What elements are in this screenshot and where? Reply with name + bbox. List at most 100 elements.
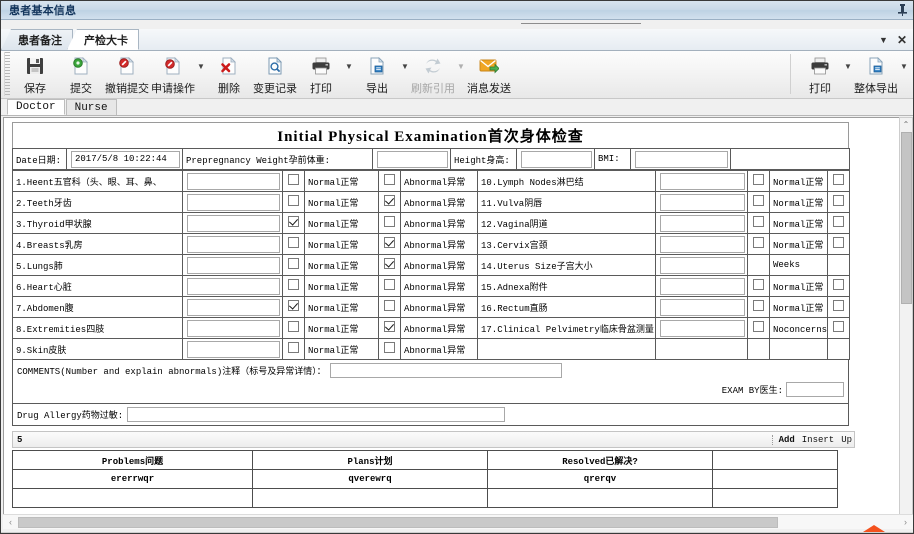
abnormal-checkbox-cell[interactable] (378, 317, 401, 339)
pin-icon[interactable] (895, 3, 909, 17)
column-header-extra[interactable] (712, 450, 838, 470)
exam-item-value-cell[interactable] (182, 170, 283, 192)
toolbar-dropdown-print-right[interactable]: ▼ (844, 61, 852, 71)
abnormal-checkbox[interactable] (384, 279, 395, 290)
abnormal-checkbox-cell[interactable] (378, 296, 401, 318)
toolbar-button-send-message[interactable]: 消息发送 (466, 51, 512, 97)
exam-item-value-cell[interactable] (655, 233, 748, 255)
column-header-problems[interactable]: Problems问题 (12, 450, 253, 470)
exam-item-input[interactable] (660, 172, 745, 190)
exam-item-input[interactable] (660, 298, 745, 316)
extra-checkbox-cell[interactable] (827, 317, 850, 339)
exam-item-value-cell[interactable] (655, 191, 748, 213)
scroll-right-arrow-icon[interactable]: › (904, 517, 907, 527)
extra-checkbox-cell[interactable] (827, 212, 850, 234)
exam-item-input[interactable] (187, 214, 280, 232)
exam-item-value-cell[interactable] (182, 233, 283, 255)
exam-item-input[interactable] (660, 193, 745, 211)
extra-checkbox[interactable] (833, 174, 844, 185)
abnormal-checkbox[interactable] (384, 321, 395, 332)
height-cell[interactable] (516, 148, 595, 170)
chevron-down-icon[interactable]: ▼ (879, 35, 888, 45)
extra-checkbox-cell[interactable] (827, 170, 850, 192)
abnormal-checkbox[interactable] (384, 342, 395, 353)
toolbar-button-apply-operation[interactable]: 申请操作 (150, 51, 196, 97)
normal-checkbox[interactable] (753, 300, 764, 311)
toolbar-button-submit[interactable]: 提交 (58, 51, 104, 97)
extra-checkbox[interactable] (833, 237, 844, 248)
vertical-scroll-thumb[interactable] (900, 132, 912, 304)
normal-checkbox[interactable] (288, 321, 299, 332)
normal-checkbox-cell[interactable] (282, 296, 305, 318)
toolbar-dropdown-refresh-reference[interactable]: ▼ (457, 61, 465, 71)
normal-checkbox-cell[interactable] (282, 191, 305, 213)
normal-checkbox[interactable] (288, 174, 299, 185)
normal-checkbox-cell[interactable] (747, 191, 770, 213)
abnormal-checkbox-cell[interactable] (378, 212, 401, 234)
tab-patient-notes[interactable]: 患者备注 (1, 29, 73, 50)
toolbar-dropdown-export-all[interactable]: ▼ (900, 61, 908, 71)
vertical-scroll-track[interactable] (900, 304, 912, 507)
normal-checkbox-cell[interactable] (747, 275, 770, 297)
exam-item-value-cell[interactable] (182, 296, 283, 318)
table-row-empty[interactable] (12, 488, 838, 508)
abnormal-checkbox-cell[interactable] (378, 254, 401, 276)
date-input[interactable]: 2017/5/8 10:22:44 (71, 150, 180, 168)
exam-item-value-cell[interactable] (655, 212, 748, 234)
height-input[interactable] (521, 150, 592, 168)
horizontal-scrollbar[interactable]: ‹ › (3, 514, 913, 529)
extra-checkbox[interactable] (833, 195, 844, 206)
toolbar-button-export-all[interactable]: 整体导出 (853, 51, 899, 97)
normal-checkbox[interactable] (288, 237, 299, 248)
normal-checkbox[interactable] (753, 195, 764, 206)
abnormal-checkbox-cell[interactable] (378, 191, 401, 213)
normal-checkbox[interactable] (753, 237, 764, 248)
subtab-nurse[interactable]: Nurse (65, 99, 117, 115)
normal-checkbox-cell[interactable] (282, 338, 305, 360)
normal-checkbox-cell[interactable] (282, 212, 305, 234)
extra-checkbox-cell[interactable] (827, 275, 850, 297)
abnormal-checkbox-cell[interactable] (378, 275, 401, 297)
normal-checkbox[interactable] (288, 279, 299, 290)
exam-item-input[interactable] (187, 298, 280, 316)
normal-checkbox[interactable] (288, 216, 299, 227)
normal-checkbox[interactable] (753, 321, 764, 332)
cell-plans[interactable]: qverewrq (252, 469, 488, 489)
column-header-plans[interactable]: Plans计划 (252, 450, 488, 470)
exam-item-value-cell[interactable] (182, 191, 283, 213)
cell-resolved[interactable]: qrerqv (487, 469, 713, 489)
exam-item-input[interactable] (187, 193, 280, 211)
exam-item-value-cell[interactable] (182, 338, 283, 360)
prepregnancy-weight-cell[interactable] (372, 148, 451, 170)
abnormal-checkbox-cell[interactable] (378, 233, 401, 255)
abnormal-checkbox[interactable] (384, 174, 395, 185)
comments-input[interactable] (329, 363, 562, 378)
normal-checkbox-cell[interactable] (747, 317, 770, 339)
exam-item-value-cell[interactable] (655, 170, 748, 192)
normal-checkbox[interactable] (288, 195, 299, 206)
toolbar-dropdown-export[interactable]: ▼ (401, 61, 409, 71)
tab-prenatal-card[interactable]: 产检大卡 (67, 29, 139, 50)
extra-checkbox[interactable] (833, 216, 844, 227)
abnormal-checkbox[interactable] (384, 237, 395, 248)
cell-plans-empty[interactable] (252, 488, 488, 508)
exam-item-input[interactable] (660, 235, 745, 253)
toolbar-dropdown-apply-operation[interactable]: ▼ (197, 61, 205, 71)
cell-extra[interactable] (712, 469, 838, 489)
exam-item-input[interactable] (187, 319, 280, 337)
exam-item-input[interactable] (660, 277, 745, 295)
extra-checkbox-cell[interactable] (827, 233, 850, 255)
exam-item-value-cell[interactable] (182, 275, 283, 297)
extra-checkbox-cell[interactable] (827, 191, 850, 213)
toolbar-button-export[interactable]: 导出 (354, 51, 400, 97)
toolbar-button-withdraw-submit[interactable]: 撤销提交 (104, 51, 150, 97)
exam-item-input[interactable] (187, 256, 280, 274)
normal-checkbox-cell[interactable] (747, 170, 770, 192)
cell-extra-empty[interactable] (712, 488, 838, 508)
exam-item-input[interactable] (660, 319, 745, 337)
exam-item-value-cell[interactable] (655, 254, 748, 276)
extra-checkbox[interactable] (833, 300, 844, 311)
normal-checkbox-cell[interactable] (282, 317, 305, 339)
normal-checkbox-cell[interactable] (282, 170, 305, 192)
column-header-resolved[interactable]: Resolved已解决? (487, 450, 713, 470)
